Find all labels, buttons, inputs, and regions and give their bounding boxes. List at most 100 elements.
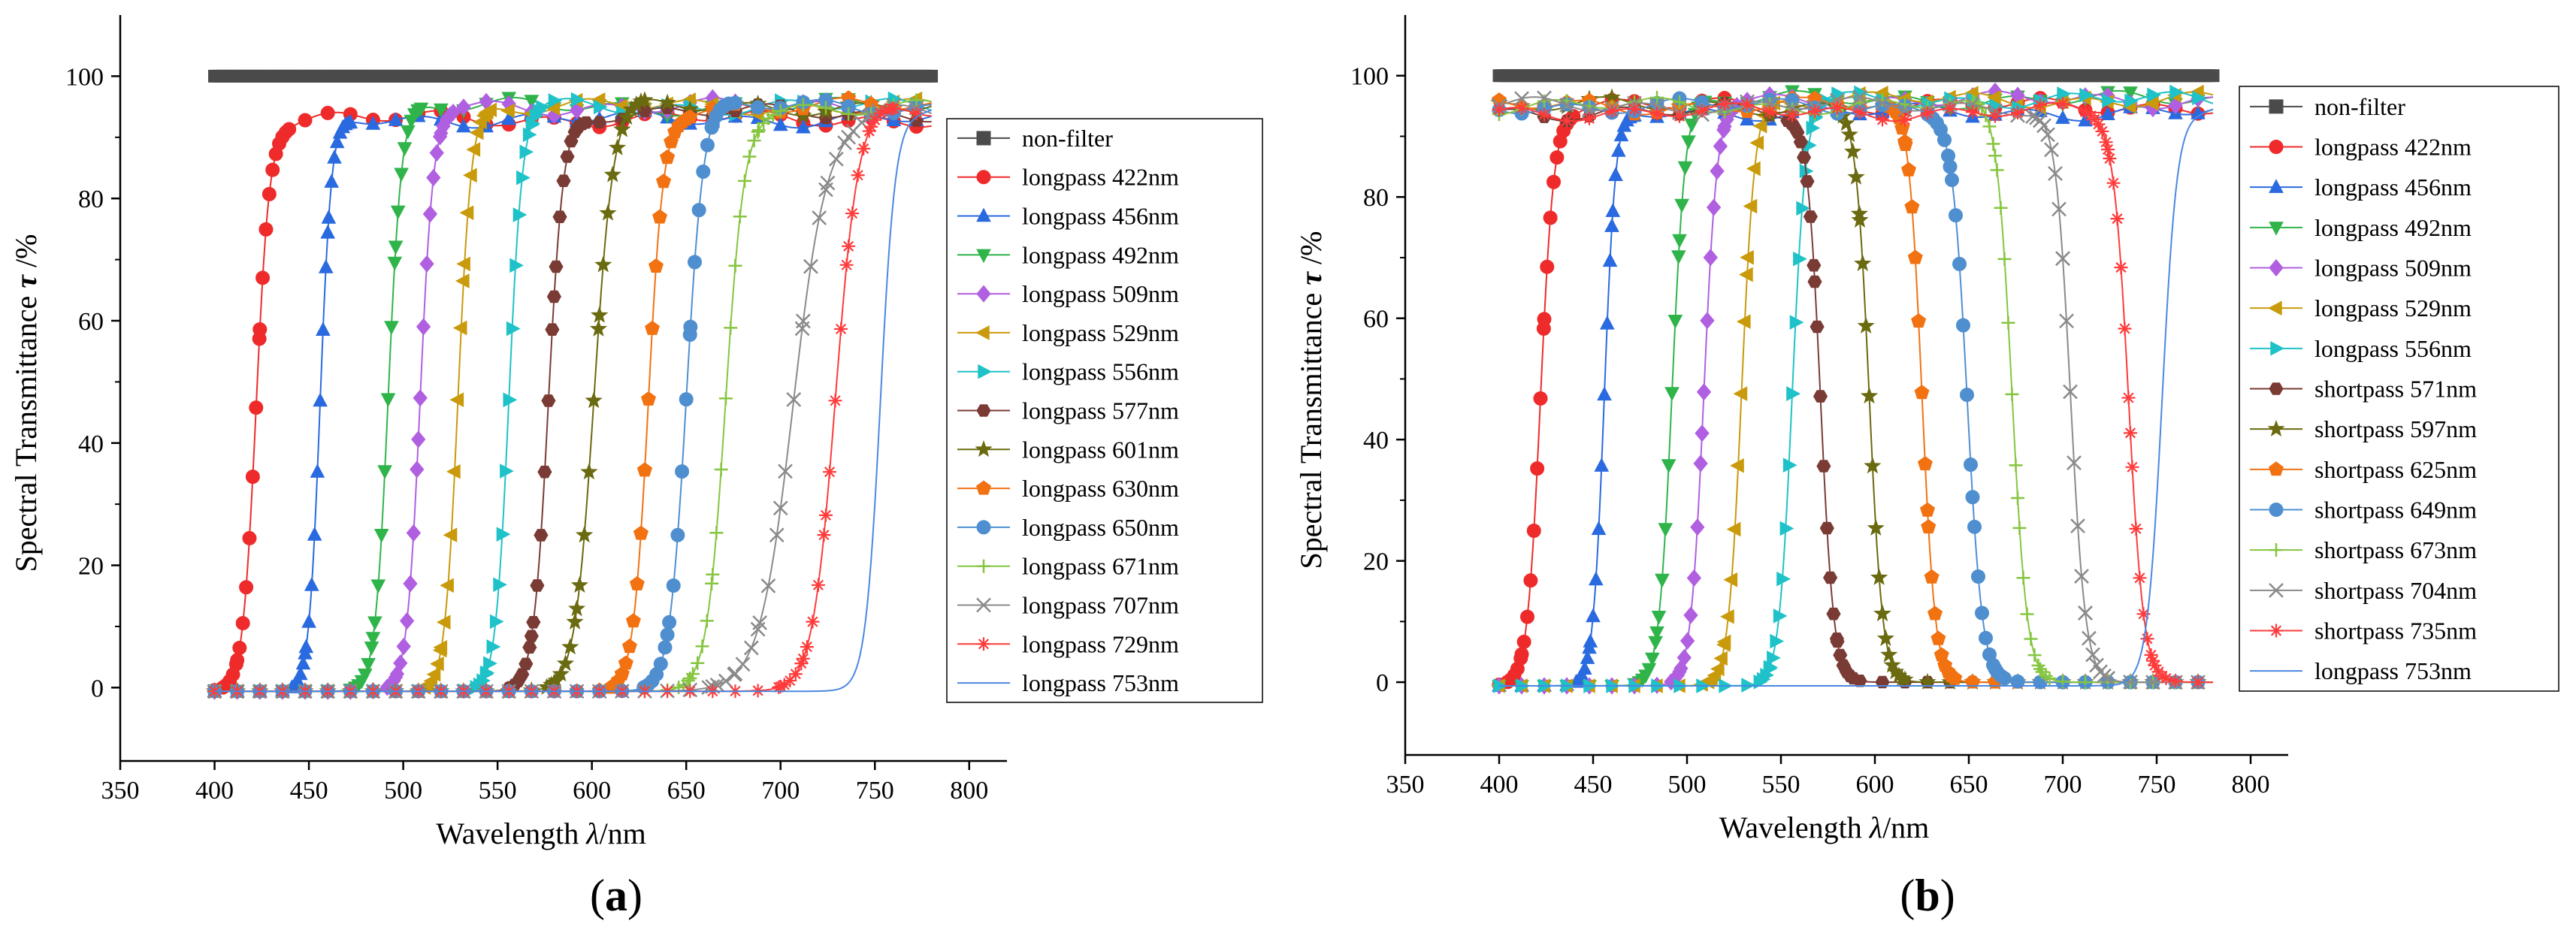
data-point — [469, 125, 484, 140]
data-point — [618, 108, 636, 125]
data-point — [879, 103, 893, 117]
x-tick-label: 750 — [856, 777, 894, 805]
y-axis-title: Spectral Transmittance τ /% — [1294, 231, 1328, 569]
data-point — [842, 107, 856, 121]
legend-item-longpass-729nm: longpass 729nm — [957, 630, 1179, 657]
data-point — [486, 639, 501, 654]
legend-label: longpass 492nm — [1022, 241, 1179, 268]
data-point — [796, 651, 810, 666]
data-point — [817, 528, 831, 542]
data-point — [868, 113, 882, 127]
data-point — [2033, 662, 2047, 676]
data-point — [828, 151, 844, 167]
legend-label: longpass 707nm — [1022, 592, 1179, 619]
data-point — [735, 657, 751, 672]
data-point — [321, 210, 337, 224]
data-point — [1651, 611, 1667, 625]
legend-swatch-marker — [2269, 179, 2284, 193]
legend-label: longpass 577nm — [1022, 397, 1179, 424]
data-point — [394, 168, 409, 183]
data-point — [751, 125, 765, 139]
data-point — [2040, 127, 2055, 143]
data-point — [304, 577, 319, 591]
data-point — [795, 313, 811, 329]
data-point — [706, 567, 720, 581]
data-point — [1583, 111, 1596, 125]
data-point — [633, 525, 649, 540]
legend-label: shortpass 597nm — [2314, 415, 2477, 442]
data-point — [245, 470, 260, 485]
data-point — [1876, 92, 1889, 107]
data-point — [388, 240, 404, 255]
data-point — [1767, 650, 1781, 666]
data-point — [857, 141, 871, 156]
data-point — [2079, 675, 2092, 690]
data-point — [1594, 457, 1610, 472]
data-point — [515, 668, 530, 681]
data-point — [724, 321, 738, 335]
data-point — [1852, 89, 1867, 105]
data-point — [613, 120, 631, 137]
legend-swatch-marker — [2269, 624, 2283, 638]
data-point — [1604, 218, 1619, 232]
data-point — [1956, 318, 1970, 333]
data-point — [324, 174, 340, 188]
series-shortpass-735nm — [1492, 96, 2213, 690]
legend-label: longpass 630nm — [1022, 475, 1179, 502]
y-tick-label: 100 — [1350, 63, 1389, 91]
data-point — [862, 124, 876, 138]
data-point — [2074, 569, 2089, 584]
data-point — [738, 174, 752, 188]
data-point — [295, 655, 311, 670]
data-point — [718, 391, 733, 406]
data-point — [1610, 143, 1626, 157]
data-point — [1901, 162, 1916, 177]
data-point — [1896, 670, 1914, 687]
data-point — [1898, 113, 1912, 127]
data-point — [377, 465, 392, 479]
data-point — [1577, 660, 1592, 675]
data-point — [728, 258, 742, 273]
x-tick-label: 400 — [195, 777, 234, 805]
series-non-filter — [1492, 69, 2220, 83]
panel-label: (a) — [590, 871, 642, 920]
data-point — [1785, 101, 1800, 116]
data-point — [1743, 198, 1758, 214]
data-point — [909, 106, 924, 120]
legend-item-longpass-650nm: longpass 650nm — [957, 514, 1179, 541]
data-point — [549, 260, 564, 273]
legend-swatch-marker — [2269, 582, 2284, 598]
series-longpass-671nm — [207, 93, 932, 699]
data-point — [1520, 609, 1534, 624]
legend-swatch-marker — [2269, 461, 2284, 476]
data-point — [536, 99, 551, 115]
data-point — [1718, 97, 1731, 111]
series-line-longpass-753nm — [1499, 108, 2214, 687]
data-point — [2168, 96, 2183, 115]
data-point — [1588, 571, 1604, 586]
panel-a-chart: 350 400 450 500 550 600 650 700 750 800 0 20 40 60 80 1… — [9, 15, 1263, 920]
data-point — [1733, 386, 1748, 401]
legend-swatch-marker — [976, 520, 991, 535]
x-tick-label: 750 — [2138, 771, 2176, 799]
data-point — [1917, 456, 1933, 471]
data-point — [2012, 521, 2027, 535]
data-point — [842, 239, 856, 253]
legend-label: shortpass 704nm — [2314, 577, 2477, 604]
data-point — [343, 114, 358, 128]
data-point — [524, 630, 539, 642]
data-point — [1672, 234, 1687, 249]
x-tick-label: 600 — [573, 777, 611, 805]
data-point — [794, 657, 809, 671]
legend-swatch-marker — [976, 170, 991, 185]
x-axis-title: Wavelength λ/nm — [436, 817, 646, 850]
data-point — [2103, 151, 2117, 165]
data-point — [1880, 645, 1898, 663]
data-point — [2123, 674, 2138, 690]
data-point — [2101, 142, 2115, 156]
data-point — [1773, 608, 1788, 624]
legend-item-longpass-630nm: longpass 630nm — [957, 475, 1179, 502]
data-point — [390, 205, 406, 220]
legend-label: shortpass 625nm — [2314, 456, 2477, 483]
data-point — [2016, 571, 2030, 585]
